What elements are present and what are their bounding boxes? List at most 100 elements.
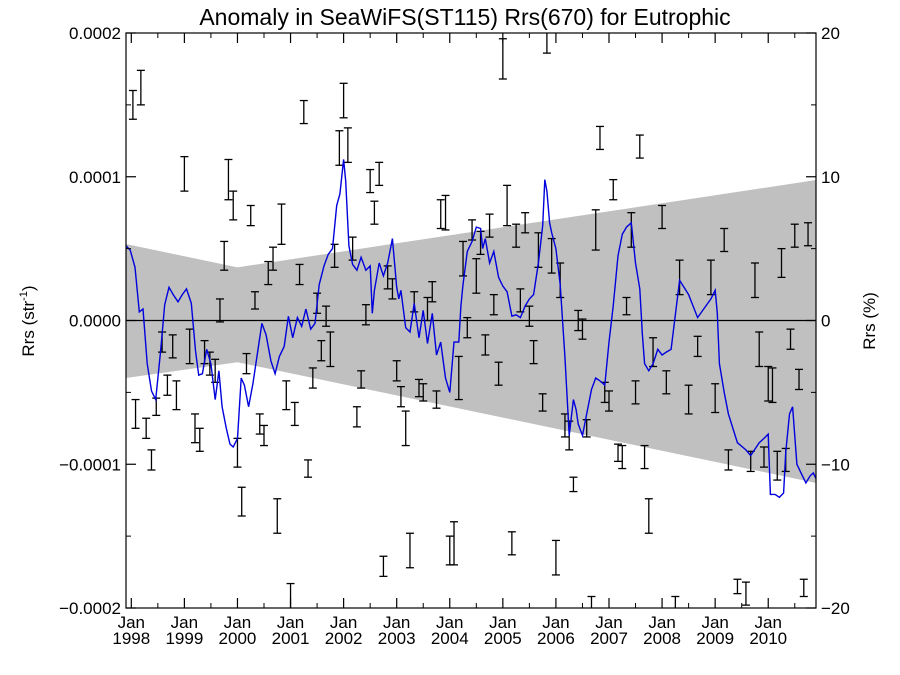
errorbar (790, 223, 799, 248)
errorbar (786, 328, 795, 350)
errorbar (724, 449, 733, 471)
errorbar (489, 293, 498, 316)
errorbar (547, 237, 556, 274)
errorbar (454, 355, 463, 401)
x-tick-year-label: 2001 (272, 629, 310, 648)
errorbar (366, 168, 375, 194)
errorbar (595, 125, 604, 151)
errorbar (711, 383, 720, 414)
x-tick-year-label: 2008 (643, 629, 681, 648)
errorbar (379, 555, 388, 578)
errorbar (662, 370, 671, 395)
errorbar (720, 227, 729, 253)
errorbar (185, 328, 194, 365)
y-tick-label: 0.0001 (69, 168, 121, 187)
errorbar (304, 459, 313, 478)
errorbar (260, 424, 268, 447)
errorbar (335, 130, 344, 166)
x-tick-month-label: Jan (118, 613, 145, 632)
anomaly-errorbars (128, 33, 813, 608)
errorbar (658, 204, 667, 230)
errorbar (396, 385, 405, 408)
errorbar (405, 532, 414, 569)
errorbar (587, 595, 596, 608)
errorbar (684, 384, 693, 415)
errorbar (432, 390, 441, 409)
errorbar (481, 334, 490, 356)
errorbar (804, 222, 813, 247)
errorbar (569, 476, 578, 493)
plot-area: −0.0002 −0.0001 0.0000 0.0001 0.0002 −20 −10 0 1… (59, 24, 850, 648)
y-tick-label: −0.0001 (59, 455, 121, 474)
errorbar (195, 427, 204, 452)
errorbar (750, 262, 759, 299)
x-tick-month-label: Jan (489, 613, 516, 632)
errorbar (693, 335, 702, 358)
errorbar (414, 378, 423, 398)
errorbar (388, 278, 397, 300)
errorbar (401, 410, 410, 447)
anomaly-line (125, 159, 817, 499)
x-tick-year-label: 2007 (590, 629, 628, 648)
errorbar (326, 331, 335, 368)
errorbar (551, 539, 560, 576)
errorbar (463, 316, 472, 339)
errorbar (618, 444, 627, 470)
errorbar (264, 260, 273, 286)
y-tick-label: 0.0000 (69, 312, 121, 331)
errorbar (168, 334, 177, 359)
errorbar (282, 380, 291, 411)
errorbar (459, 240, 468, 277)
axes: −0.0002 −0.0001 0.0000 0.0001 0.0002 −20 −10 0 1… (59, 24, 850, 648)
errorbar (361, 304, 370, 326)
errorbar (644, 498, 653, 534)
errorbar (525, 305, 534, 327)
errorbar (343, 127, 352, 164)
errorbar (290, 401, 299, 427)
errorbar (759, 446, 768, 468)
x-tick-month-label: Jan (701, 613, 728, 632)
errorbar (609, 178, 618, 201)
errorbar (773, 450, 782, 481)
errorbar (392, 360, 401, 382)
y-tick-label: −0.0002 (59, 599, 121, 618)
errorbar (436, 199, 445, 230)
errorbar (224, 158, 233, 201)
errorbar (777, 247, 786, 279)
errorbar (635, 134, 644, 159)
errorbar (250, 291, 259, 310)
errorbar (220, 240, 229, 271)
x-tick-year-label: 2003 (378, 629, 416, 648)
errorbar (507, 531, 516, 556)
errorbar (622, 296, 631, 316)
x-tick-year-label: 2006 (537, 629, 575, 648)
errorbar (445, 535, 454, 566)
x-tick-year-label: 1998 (112, 629, 150, 648)
errorbar (795, 368, 804, 391)
y2-tick-label: −10 (821, 455, 850, 474)
errorbar (741, 581, 750, 606)
errorbar (215, 298, 224, 323)
errorbar (578, 318, 587, 340)
errorbar (582, 419, 591, 438)
chart-title: Anomaly in SeaWiFS(ST115) Rrs(670) for E… (199, 4, 730, 30)
errorbar (538, 393, 547, 412)
y2-axis-label: Rrs (%) (860, 292, 879, 350)
errorbar (472, 258, 481, 294)
band-polygon (126, 180, 816, 483)
errorbar (136, 69, 145, 106)
y-axis-label-tail: ) (19, 285, 38, 291)
errorbar (322, 305, 331, 327)
x-tick-year-label: 2010 (749, 629, 787, 648)
errorbar (640, 444, 649, 470)
errorbar (180, 155, 189, 192)
errorbar (450, 521, 459, 566)
errorbar (128, 89, 137, 120)
errorbar (521, 212, 530, 234)
errorbar (330, 243, 339, 268)
errorbar (375, 161, 384, 187)
errorbar (503, 184, 512, 227)
errorbar (755, 331, 764, 368)
y2-tick-label: 10 (821, 168, 840, 187)
y-axis-label-main: Rrs (str (19, 301, 38, 357)
